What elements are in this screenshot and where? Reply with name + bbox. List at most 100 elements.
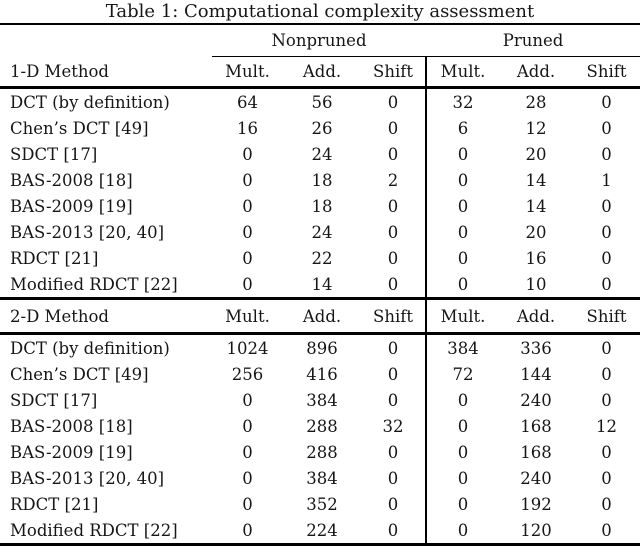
value-cell: 0 [601,196,612,216]
value-cell: 0 [387,494,399,514]
value-cell: 0 [387,144,399,164]
value-cell: 32 [425,87,500,115]
value-cell: 16 [525,248,547,268]
value-cell: 384 [306,468,338,488]
value-cell: 0 [425,219,500,245]
col-header-shift: Shift [573,297,640,335]
value-cell: 0 [601,338,612,358]
value-cell: 0 [425,517,500,545]
col-header-mult: Mult. [425,56,500,89]
table-row: BAS-2013 [20, 40] 0 384 0 0 240 0 [0,465,640,491]
table-row: SDCT [17] 0 384 0 0 240 0 [0,387,640,413]
value-cell: 12 [525,118,547,138]
method-cell: SDCT [17] [10,144,98,164]
method-cell: DCT (by definition) [10,338,170,358]
method-cell: BAS-2013 [20, 40] [10,222,165,242]
value-cell: 0 [242,274,253,294]
method-cell: SDCT [17] [10,390,98,410]
value-cell: 0 [601,274,612,294]
value-cell: 14 [525,196,547,216]
value-cell: 0 [425,491,500,517]
table-row: DCT (by definition) 64 56 0 32 28 0 [0,87,640,115]
value-cell: 0 [425,271,500,299]
method-cell: BAS-2009 [19] [10,196,133,216]
value-cell: 0 [425,141,500,167]
value-cell: 0 [601,468,612,488]
table-caption: Table 1: Computational complexity assess… [105,1,535,22]
method-cell: BAS-2008 [18] [10,170,133,190]
value-cell: 256 [231,364,264,384]
value-cell: 10 [525,274,547,294]
value-cell: 0 [601,222,612,242]
value-cell: 12 [596,416,618,436]
value-cell: 0 [601,494,612,514]
group-header-row: Nonpruned Pruned [0,24,640,57]
section-label-1d: 1-D Method [0,56,212,89]
value-cell: 0 [387,92,399,112]
value-cell: 20 [525,222,547,242]
value-cell: 0 [601,442,612,462]
value-cell: 168 [520,416,552,436]
value-cell: 0 [387,442,399,462]
value-cell: 0 [387,248,399,268]
table-row: RDCT [21] 0 352 0 0 192 0 [0,491,640,517]
value-cell: 28 [525,92,547,112]
value-cell: 14 [525,170,547,190]
value-cell: 18 [311,196,333,216]
value-cell: 0 [242,248,253,268]
table-row: BAS-2008 [18] 0 18 2 0 14 1 [0,167,640,193]
value-cell: 0 [387,222,399,242]
value-cell: 0 [601,92,612,112]
col-header-shift: Shift [573,56,640,89]
value-cell: 384 [306,390,338,410]
value-cell: 192 [520,494,552,514]
value-cell: 1 [601,170,612,190]
value-cell: 72 [425,361,500,387]
value-cell: 0 [387,468,399,488]
method-cell: BAS-2013 [20, 40] [10,468,165,488]
value-cell: 0 [601,248,612,268]
value-cell: 0 [387,390,399,410]
corner-cell [0,24,212,57]
table-row: Chen’s DCT [49] 16 26 0 6 12 0 [0,115,640,141]
section-1d-body: DCT (by definition) 64 56 0 32 28 0 Chen’s DCT … [0,87,640,299]
table-row: BAS-2008 [18] 0 288 32 0 168 12 [0,413,640,439]
col-header-add: Add. [283,297,361,335]
value-cell: 0 [242,222,253,242]
value-cell: 168 [520,442,552,462]
value-cell: 0 [601,364,612,384]
section-2d-header: 2-D Method Mult. Add. Shift Mult. Add. S… [0,297,640,335]
complexity-table: Nonpruned Pruned 1-D Method Mult. Add. S… [0,23,640,546]
value-cell: 0 [242,390,253,410]
col-header-add: Add. [283,56,361,89]
value-cell: 32 [382,416,404,436]
table-row: Modified RDCT [22] 0 224 0 0 120 0 [0,517,640,545]
value-cell: 0 [425,167,500,193]
value-cell: 0 [601,144,612,164]
method-cell: Modified RDCT [22] [10,520,178,540]
value-cell: 0 [425,387,500,413]
value-cell: 0 [387,274,399,294]
value-cell: 384 [425,333,500,361]
value-cell: 120 [520,520,552,540]
value-cell: 224 [306,520,338,540]
table-row: DCT (by definition) 1024 896 0 384 336 0 [0,333,640,361]
value-cell: 896 [306,338,338,358]
method-cell: BAS-2008 [18] [10,416,133,436]
method-cell: DCT (by definition) [10,92,170,112]
col-header-mult: Mult. [212,297,283,335]
col-header-mult: Mult. [212,56,283,89]
table-row: SDCT [17] 0 24 0 0 20 0 [0,141,640,167]
value-cell: 0 [242,442,253,462]
value-cell: 0 [425,413,500,439]
value-cell: 0 [242,170,253,190]
method-cell: BAS-2009 [19] [10,442,133,462]
value-cell: 336 [520,338,552,358]
value-cell: 352 [306,494,338,514]
value-cell: 0 [425,245,500,271]
value-cell: 56 [311,92,333,112]
value-cell: 144 [520,364,552,384]
method-cell: Chen’s DCT [49] [10,364,149,384]
value-cell: 14 [311,274,333,294]
